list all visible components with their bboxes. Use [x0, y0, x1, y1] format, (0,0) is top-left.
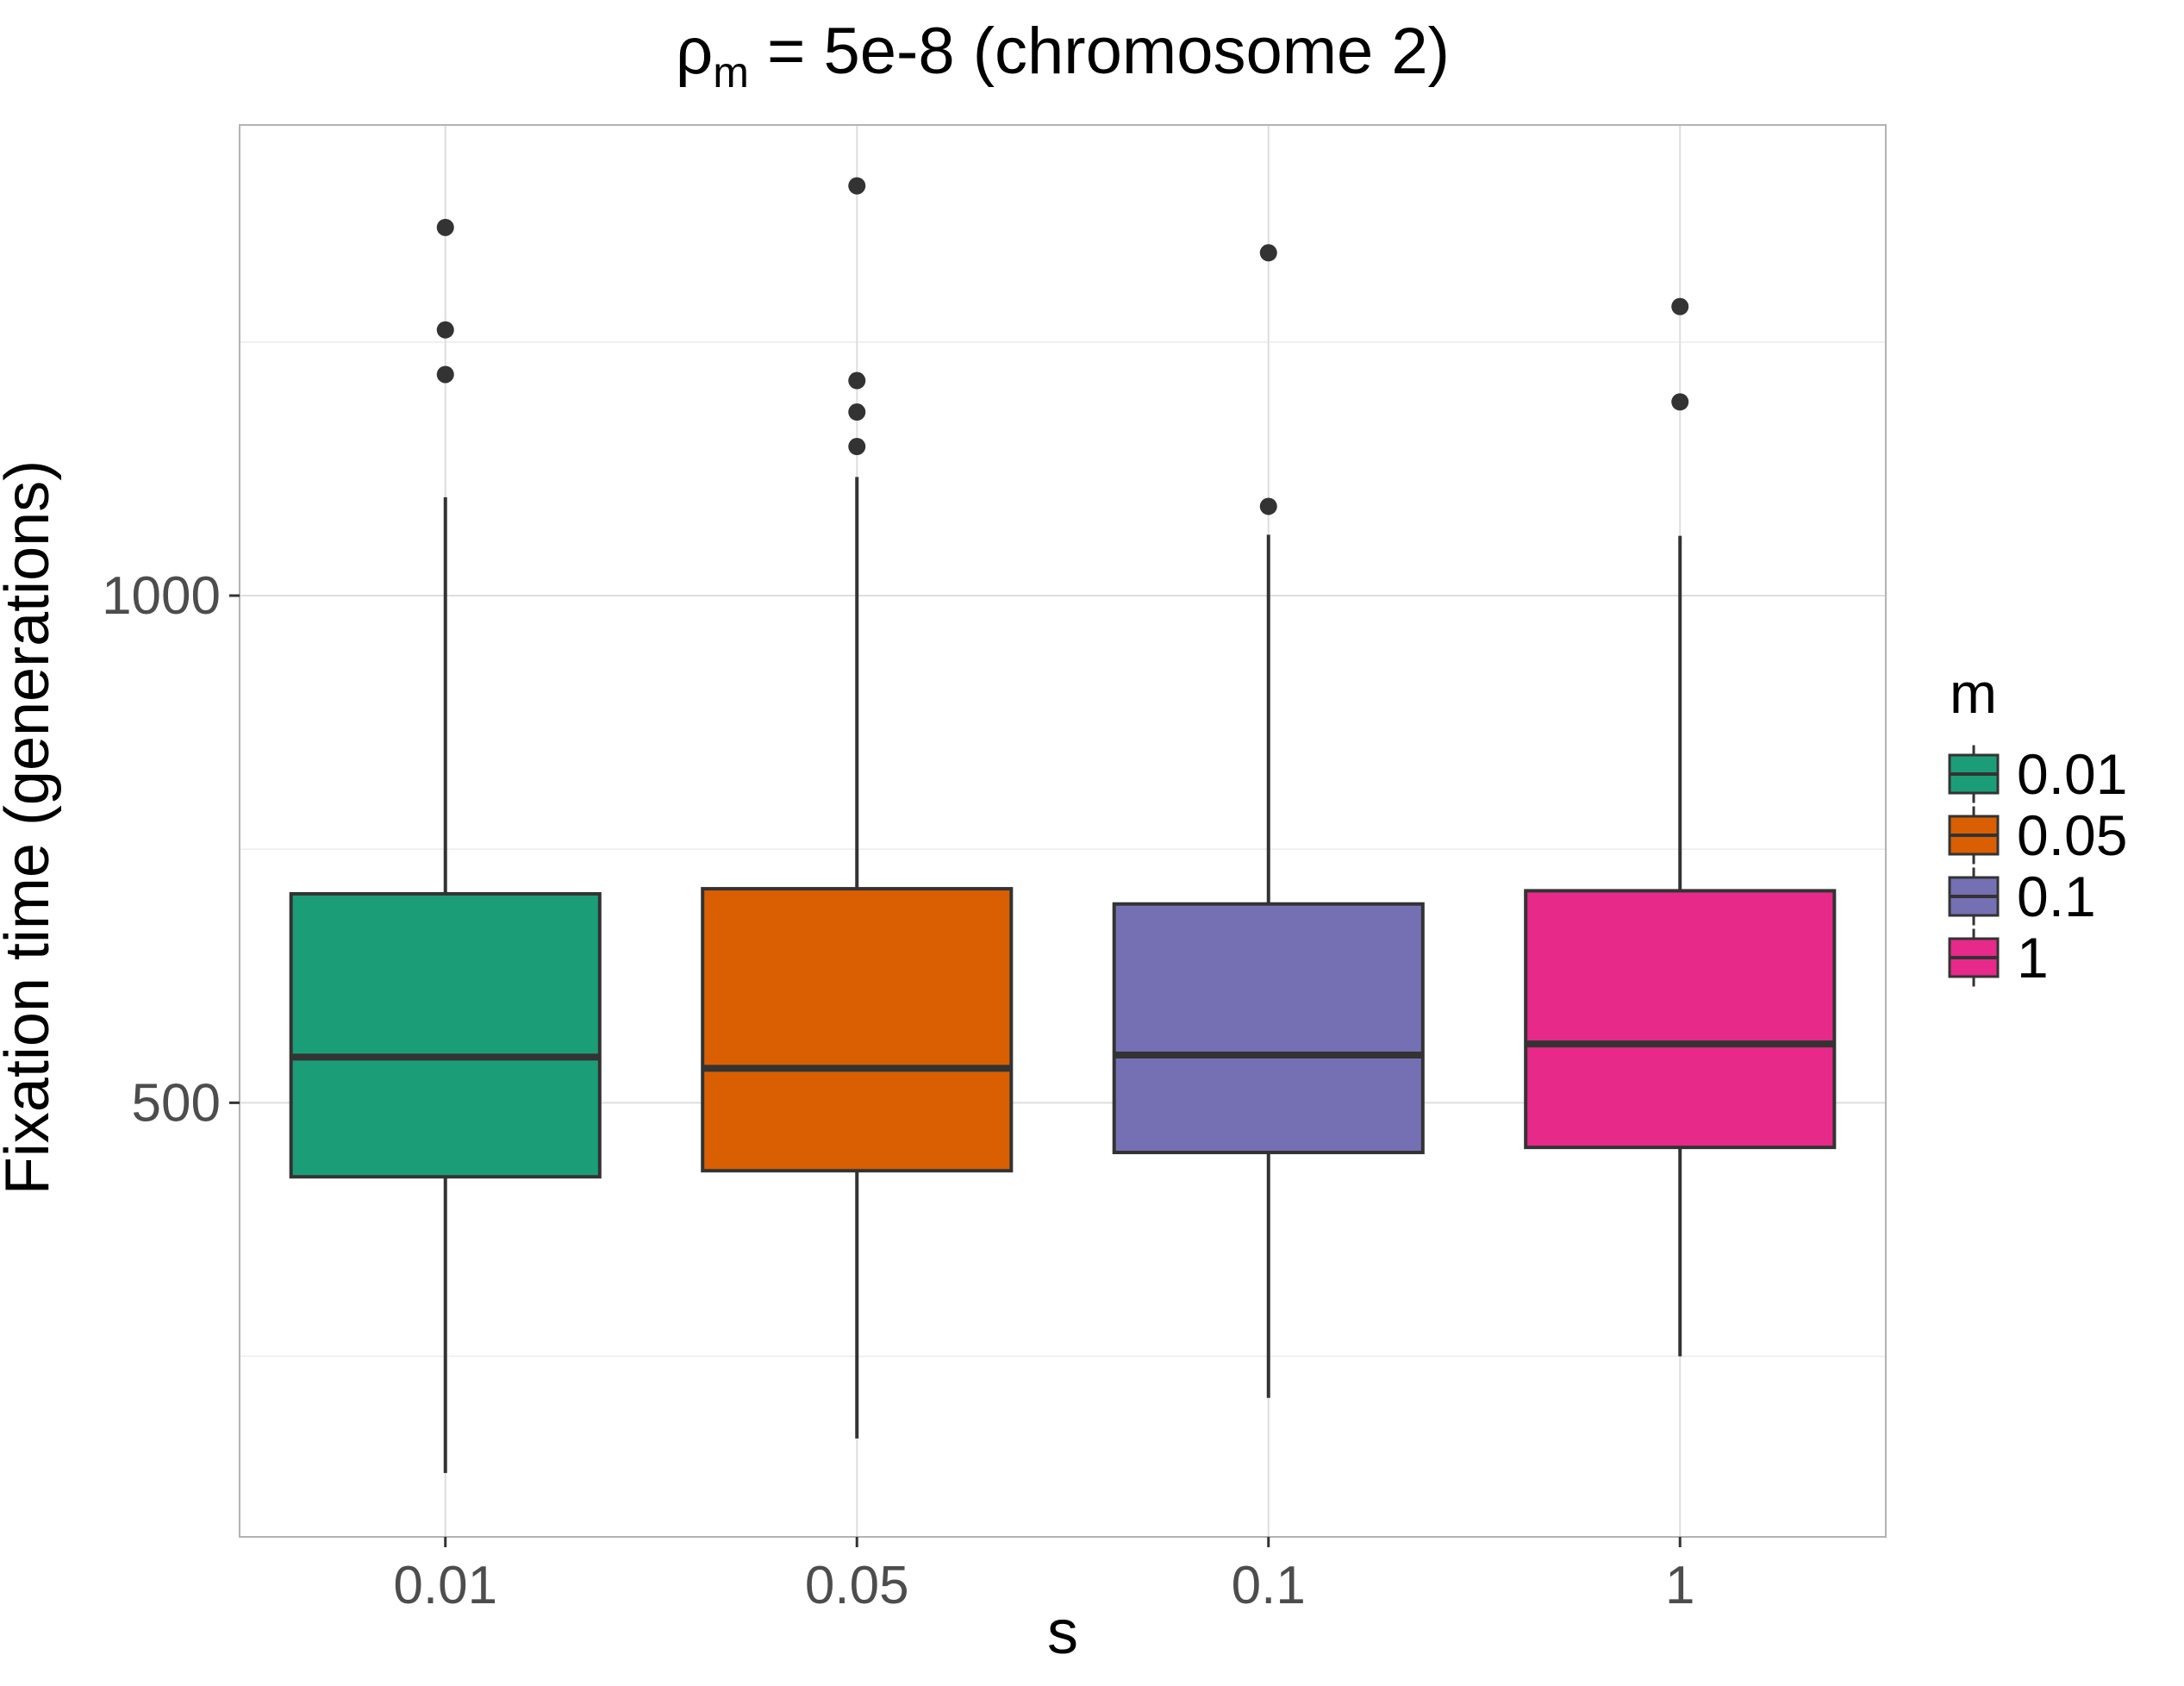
- outlier-point: [436, 321, 454, 339]
- x-tick-label: 1: [1665, 1556, 1694, 1615]
- outlier-point: [848, 403, 866, 422]
- legend: m 0.010.050.11: [1948, 661, 2127, 990]
- chart-title: ρm = 5e-8 (chromosome 2): [676, 15, 1450, 97]
- outlier-point: [848, 372, 866, 390]
- box-group: [1524, 297, 1837, 1357]
- box-iqr: [289, 891, 602, 1179]
- legend-label: 1: [2017, 926, 2049, 990]
- legend-label: 0.05: [2017, 803, 2127, 867]
- chart-title-rest: = 5e-8 (chromosome 2): [749, 15, 1450, 88]
- x-tick-label: 0.01: [393, 1556, 497, 1615]
- outlier-point: [848, 177, 866, 195]
- y-axis: 500 1000: [102, 566, 240, 1133]
- x-axis-title: s: [1047, 1598, 1078, 1667]
- outlier-point: [1259, 497, 1277, 515]
- panel-border: [239, 124, 1887, 1538]
- outlier-point: [1259, 244, 1277, 262]
- y-tick-label: 500: [132, 1073, 221, 1133]
- legend-title: m: [1950, 661, 1997, 725]
- box-iqr: [1112, 902, 1425, 1155]
- outlier-point: [436, 218, 454, 236]
- legend-item: 1: [1948, 926, 2049, 990]
- box-group: [289, 218, 602, 1473]
- outlier-point: [1671, 393, 1689, 411]
- outlier-point: [1671, 297, 1689, 315]
- x-axis: 0.01 0.05 0.1 1: [393, 1537, 1694, 1615]
- x-tick-label: 0.1: [1232, 1556, 1306, 1615]
- box-iqr: [1524, 889, 1837, 1150]
- legend-item: 0.1: [1948, 865, 2096, 928]
- x-tick-label: 0.05: [805, 1556, 909, 1615]
- box-layer: [289, 177, 1837, 1473]
- chart-title-subscript: m: [713, 48, 749, 97]
- y-axis-title: Fixation time (generations): [0, 460, 62, 1195]
- y-tick-label: 1000: [102, 566, 221, 626]
- box-group: [701, 177, 1014, 1439]
- legend-label: 0.01: [2017, 742, 2127, 806]
- chart-title-main: ρ: [676, 15, 713, 88]
- outlier-point: [848, 438, 866, 456]
- legend-item: 0.05: [1948, 803, 2127, 867]
- legend-item: 0.01: [1948, 742, 2127, 806]
- outlier-point: [436, 365, 454, 384]
- box-iqr: [701, 887, 1014, 1173]
- legend-label: 0.1: [2017, 865, 2096, 928]
- box-group: [1112, 244, 1425, 1398]
